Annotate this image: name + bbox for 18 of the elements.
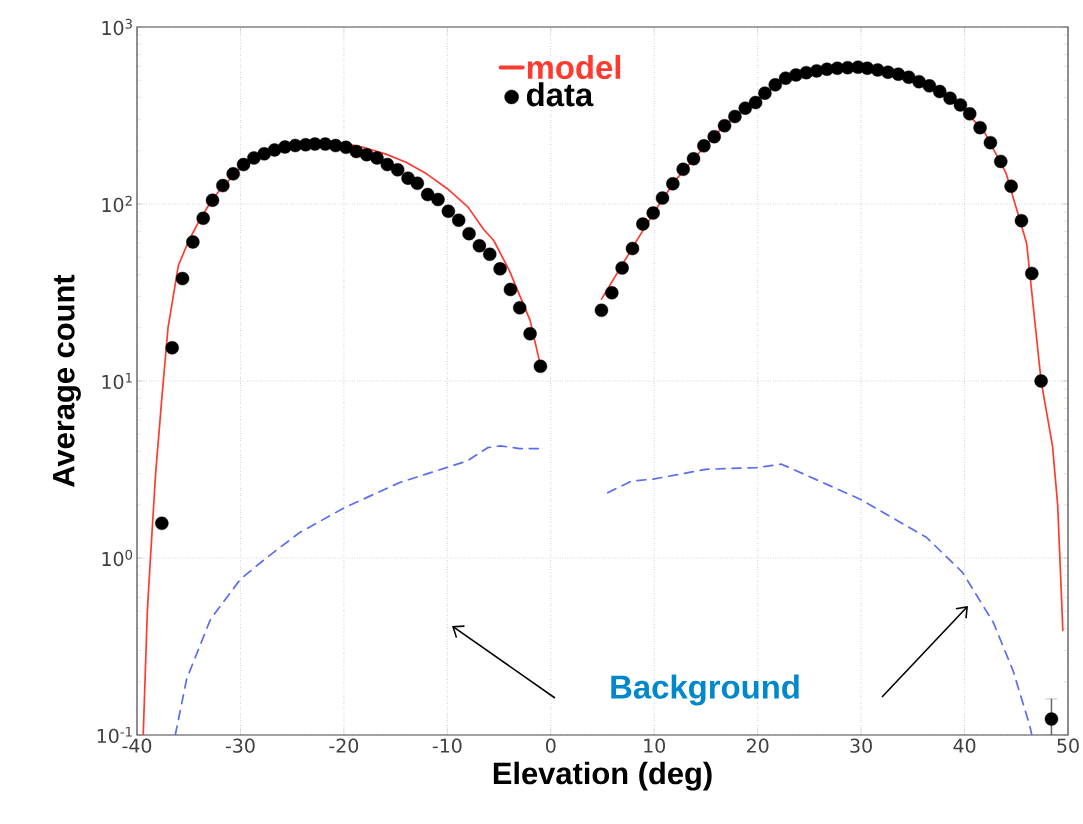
x-axis-title: Elevation (deg) bbox=[493, 761, 712, 791]
y-tick-label: 10$^{3}$ bbox=[102, 18, 132, 36]
x-tick-label: 50 bbox=[1057, 738, 1079, 753]
y-tick-label: 10$^{2}$ bbox=[102, 195, 132, 213]
x-tick-label: -20 bbox=[329, 738, 359, 753]
x-tick-label: 20 bbox=[747, 738, 769, 753]
legend-label: model bbox=[527, 54, 621, 80]
annotation: Background bbox=[611, 674, 799, 706]
y-tick-label: 10$^{1}$ bbox=[102, 372, 132, 390]
x-tick-label: 10 bbox=[644, 738, 665, 753]
x-tick-label: -30 bbox=[225, 738, 255, 753]
x-tick-label: 40 bbox=[953, 738, 976, 753]
y-tick-label: 10$^{0}$ bbox=[102, 549, 133, 567]
y-axis-title: Average count bbox=[53, 274, 81, 487]
x-tick-label: 30 bbox=[850, 738, 872, 753]
x-tick-label: 0 bbox=[546, 738, 556, 753]
x-tick-label: -10 bbox=[432, 738, 462, 753]
legend-label: data bbox=[526, 82, 594, 107]
